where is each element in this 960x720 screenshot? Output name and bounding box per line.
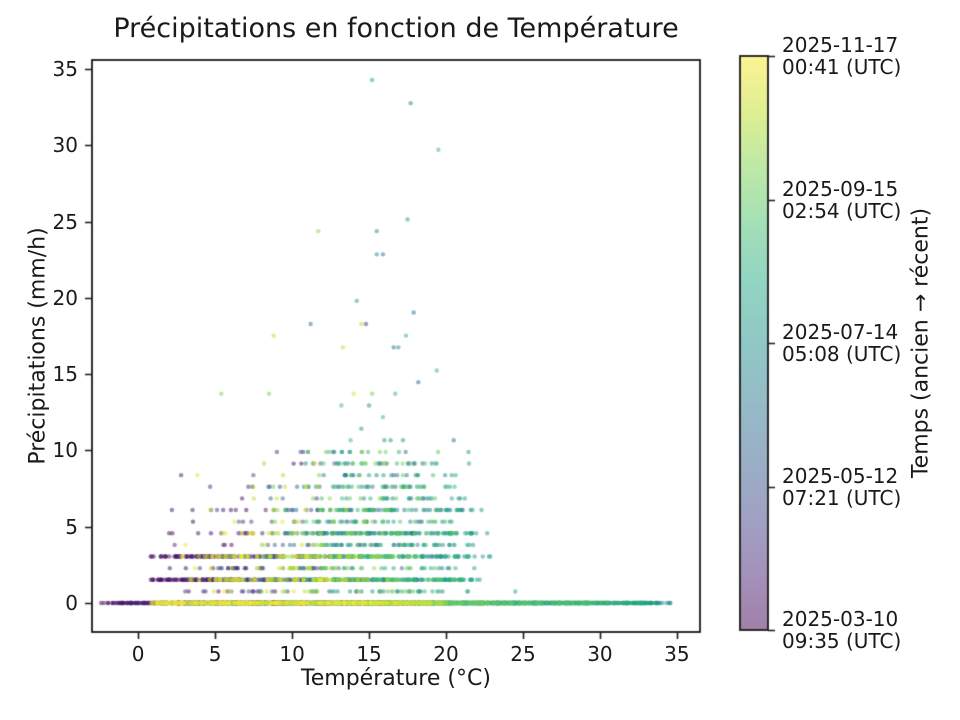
colorbar-tick-time: 00:41 (UTC) (782, 55, 902, 79)
chart-title: Précipitations en fonction de Températur… (113, 13, 679, 44)
x-tick-label: 10 (279, 642, 305, 666)
x-tick-label: 35 (664, 642, 690, 666)
y-tick-label: 35 (52, 57, 78, 82)
colorbar-tick-label: 2025-09-15 02:54 (UTC) (782, 178, 901, 222)
colorbar-label: Temps (ancien → récent) (908, 207, 934, 479)
y-tick-label: 0 (65, 591, 78, 616)
x-tick-label: 5 (208, 642, 222, 666)
colorbar-tick-date: 2025-07-14 (782, 320, 899, 344)
colorbar-tick-date: 2025-11-17 (782, 33, 899, 57)
y-tick-label: 10 (52, 438, 78, 463)
colorbar-tick-time: 09:35 (UTC) (782, 629, 902, 653)
y-tick-label: 20 (52, 285, 78, 310)
x-tick-label: 0 (131, 642, 145, 666)
y-tick-label: 5 (65, 514, 78, 539)
y-axis-label: Précipitations (mm/h) (25, 227, 51, 465)
x-tick-label: 25 (510, 642, 536, 666)
x-tick-label: 15 (356, 642, 382, 666)
colorbar-tick-date: 2025-09-15 (782, 176, 899, 201)
colorbar-tick-label: 2025-07-14 05:08 (UTC) (782, 321, 901, 365)
x-axis-label: Température (°C) (301, 666, 491, 691)
y-tick-label: 30 (52, 133, 78, 158)
colorbar-tick-date: 2025-03-10 (782, 607, 899, 631)
x-tick-label: 30 (587, 642, 613, 666)
colorbar-tick-label: 2025-11-17 00:41 (UTC) (782, 34, 901, 78)
colorbar-tick-label: 2025-05-12 07:21 (UTC) (782, 465, 901, 509)
colorbar-tick-time: 07:21 (UTC) (782, 485, 902, 510)
colorbar-tick-time: 02:54 (UTC) (782, 198, 902, 223)
y-tick-label: 15 (52, 362, 78, 387)
colorbar-tick-date: 2025-05-12 (782, 463, 899, 488)
colorbar-tick-time: 05:08 (UTC) (782, 342, 902, 366)
x-tick-label: 20 (433, 642, 459, 666)
y-tick-label: 25 (52, 209, 78, 234)
colorbar-tick-label: 2025-03-10 09:35 (UTC) (782, 608, 901, 652)
